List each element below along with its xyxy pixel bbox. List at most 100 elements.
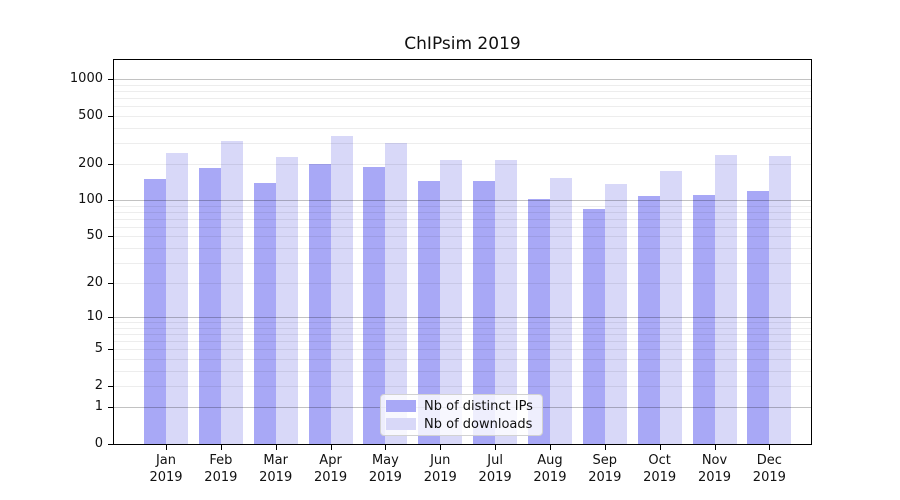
bar-nb-of-downloads-mar bbox=[275, 157, 298, 444]
gridline-minor bbox=[114, 226, 811, 228]
gridline-minor bbox=[114, 247, 811, 249]
gridline-minor bbox=[114, 205, 811, 207]
x-tick-label-jan: Jan 2019 bbox=[149, 453, 183, 485]
bar-nb-of-distinct-ips-aug bbox=[527, 198, 550, 444]
legend-label: Nb of distinct IPs bbox=[424, 398, 533, 414]
bar-nb-of-downloads-jun bbox=[440, 160, 463, 444]
y-tick-label: 1 bbox=[94, 399, 103, 415]
gridline-major bbox=[114, 317, 811, 319]
gridline-minor bbox=[114, 327, 811, 329]
y-tick-label: 50 bbox=[86, 228, 103, 244]
legend-item-distinct-ips: Nb of distinct IPs bbox=[386, 399, 536, 414]
x-tick-label-nov: Nov 2019 bbox=[697, 453, 732, 485]
bar-nb-of-distinct-ips-mar bbox=[253, 182, 276, 444]
distinct-ips-swatch-icon bbox=[386, 400, 416, 412]
x-tick-label-jun: Jun 2019 bbox=[423, 453, 457, 485]
gridline-major bbox=[114, 200, 811, 202]
gridline-minor bbox=[114, 334, 811, 336]
gridline-minor bbox=[114, 91, 811, 92]
bar-nb-of-distinct-ips-nov bbox=[692, 195, 715, 444]
x-tick bbox=[385, 445, 387, 450]
gridline-minor bbox=[114, 127, 811, 129]
bar-nb-of-distinct-ips-dec bbox=[747, 190, 770, 444]
x-tick bbox=[166, 445, 167, 450]
x-tick-label-jul: Jul 2019 bbox=[478, 453, 512, 485]
legend: Nb of distinct IPs Nb of downloads bbox=[380, 394, 543, 436]
bar-nb-of-distinct-ips-may bbox=[363, 167, 386, 444]
gridline-minor bbox=[114, 385, 811, 387]
gridline-minor bbox=[114, 98, 811, 100]
gridline-minor bbox=[114, 84, 811, 86]
x-tick-label-aug: Aug 2019 bbox=[533, 453, 567, 485]
y-tick bbox=[108, 349, 113, 351]
x-tick bbox=[604, 445, 606, 450]
gridline-minor bbox=[114, 359, 811, 361]
x-tick bbox=[714, 445, 716, 450]
y-tick bbox=[108, 444, 113, 445]
gridline-minor bbox=[114, 370, 811, 372]
x-tick bbox=[659, 445, 661, 450]
x-tick-label-may: May 2019 bbox=[368, 453, 402, 485]
bar-nb-of-distinct-ips-jan bbox=[144, 179, 166, 444]
gridline-minor bbox=[114, 115, 811, 117]
x-tick bbox=[495, 445, 497, 450]
gridline-minor bbox=[114, 236, 811, 238]
bar-nb-of-distinct-ips-sep bbox=[582, 208, 605, 444]
x-tick bbox=[440, 445, 442, 450]
chart-title: ChIPsim 2019 bbox=[404, 34, 521, 54]
gridline-minor bbox=[114, 218, 811, 220]
y-tick-label: 200 bbox=[78, 155, 103, 171]
bar-nb-of-downloads-jan bbox=[166, 152, 188, 444]
bar-nb-of-downloads-dec bbox=[769, 155, 792, 444]
bar-nb-of-distinct-ips-jun bbox=[418, 180, 441, 444]
bar-nb-of-distinct-ips-jul bbox=[473, 180, 496, 444]
y-tick bbox=[108, 115, 113, 117]
bar-nb-of-downloads-feb bbox=[220, 141, 243, 444]
y-tick bbox=[108, 236, 113, 238]
downloads-swatch-icon bbox=[386, 418, 416, 430]
bar-nb-of-downloads-jul bbox=[495, 160, 518, 444]
x-tick-label-sep: Sep 2019 bbox=[588, 453, 622, 485]
x-tick bbox=[330, 445, 332, 450]
y-tick-label: 10 bbox=[86, 309, 103, 325]
bar-nb-of-distinct-ips-oct bbox=[637, 196, 660, 444]
bar-nb-of-downloads-nov bbox=[714, 154, 737, 444]
gridline-minor bbox=[114, 283, 811, 285]
gridline-minor bbox=[114, 341, 811, 343]
bar-nb-of-distinct-ips-feb bbox=[198, 167, 221, 444]
x-tick-label-apr: Apr 2019 bbox=[314, 453, 348, 485]
y-tick-label: 20 bbox=[86, 275, 103, 291]
y-tick bbox=[108, 317, 113, 319]
gridline-minor bbox=[114, 322, 811, 324]
y-tick-label: 100 bbox=[78, 192, 103, 208]
bar-nb-of-distinct-ips-apr bbox=[308, 163, 331, 444]
bar-nb-of-downloads-may bbox=[385, 143, 408, 444]
gridline-minor bbox=[114, 163, 811, 165]
x-tick-label-dec: Dec 2019 bbox=[752, 453, 786, 485]
x-tick bbox=[220, 445, 222, 450]
x-tick bbox=[549, 445, 551, 450]
gridline-minor bbox=[114, 106, 811, 108]
x-tick-label-oct: Oct 2019 bbox=[643, 453, 677, 485]
y-tick-label: 1000 bbox=[69, 71, 103, 87]
legend-item-downloads: Nb of downloads bbox=[386, 417, 536, 432]
gridline-minor bbox=[114, 211, 811, 213]
y-tick bbox=[108, 79, 113, 81]
gridline-major bbox=[114, 79, 811, 81]
plot-area bbox=[113, 59, 812, 445]
x-tick bbox=[769, 445, 771, 450]
y-tick bbox=[108, 200, 113, 202]
x-tick-label-feb: Feb 2019 bbox=[204, 453, 238, 485]
y-tick bbox=[108, 385, 113, 387]
y-tick bbox=[108, 163, 113, 165]
y-tick bbox=[108, 407, 113, 409]
gridline-minor bbox=[114, 142, 811, 144]
y-tick-label: 5 bbox=[94, 341, 103, 357]
gridline-minor bbox=[114, 262, 811, 264]
gridline-minor bbox=[114, 349, 811, 351]
bar-nb-of-downloads-oct bbox=[659, 171, 682, 444]
bar-nb-of-downloads-sep bbox=[604, 183, 627, 444]
bar-nb-of-downloads-apr bbox=[330, 136, 353, 444]
x-tick bbox=[275, 445, 277, 450]
